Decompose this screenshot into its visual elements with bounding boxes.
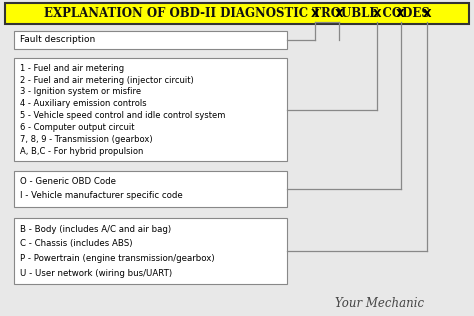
FancyBboxPatch shape <box>14 31 287 49</box>
Text: A, B,C - For hybrid propulsion: A, B,C - For hybrid propulsion <box>20 147 144 156</box>
Text: Your Mechanic: Your Mechanic <box>335 297 424 310</box>
Text: X: X <box>422 9 431 19</box>
Text: 6 - Computer output circuit: 6 - Computer output circuit <box>20 123 135 132</box>
Text: X: X <box>335 9 343 19</box>
Text: 2 - Fuel and air metering (injector circuit): 2 - Fuel and air metering (injector circ… <box>20 76 194 85</box>
Text: 4 - Auxiliary emission controls: 4 - Auxiliary emission controls <box>20 99 147 108</box>
FancyBboxPatch shape <box>14 171 287 207</box>
Text: X: X <box>396 9 405 19</box>
Text: 5 - Vehicle speed control and idle control system: 5 - Vehicle speed control and idle contr… <box>20 111 226 120</box>
Text: P - Powertrain (engine transmission/gearbox): P - Powertrain (engine transmission/gear… <box>20 254 215 263</box>
Text: O - Generic OBD Code: O - Generic OBD Code <box>20 177 117 186</box>
Text: Fault description: Fault description <box>20 35 96 44</box>
Text: C - Chassis (includes ABS): C - Chassis (includes ABS) <box>20 240 133 248</box>
FancyBboxPatch shape <box>5 3 469 24</box>
Text: 1 - Fuel and air metering: 1 - Fuel and air metering <box>20 64 125 73</box>
FancyBboxPatch shape <box>14 218 287 284</box>
Text: 7, 8, 9 - Transmission (gearbox): 7, 8, 9 - Transmission (gearbox) <box>20 135 153 144</box>
Text: B - Body (includes A/C and air bag): B - Body (includes A/C and air bag) <box>20 225 172 234</box>
FancyBboxPatch shape <box>14 58 287 161</box>
Text: U - User network (wiring bus/UART): U - User network (wiring bus/UART) <box>20 269 173 278</box>
Text: EXPLANATION OF OBD-II DIAGNOSTIC TROUBLE CODES: EXPLANATION OF OBD-II DIAGNOSTIC TROUBLE… <box>44 7 430 20</box>
Text: X: X <box>311 9 319 19</box>
Text: 3 - Ignition system or misfire: 3 - Ignition system or misfire <box>20 88 142 96</box>
Text: I - Vehicle manufacturer specific code: I - Vehicle manufacturer specific code <box>20 191 183 200</box>
Text: X: X <box>373 9 381 19</box>
